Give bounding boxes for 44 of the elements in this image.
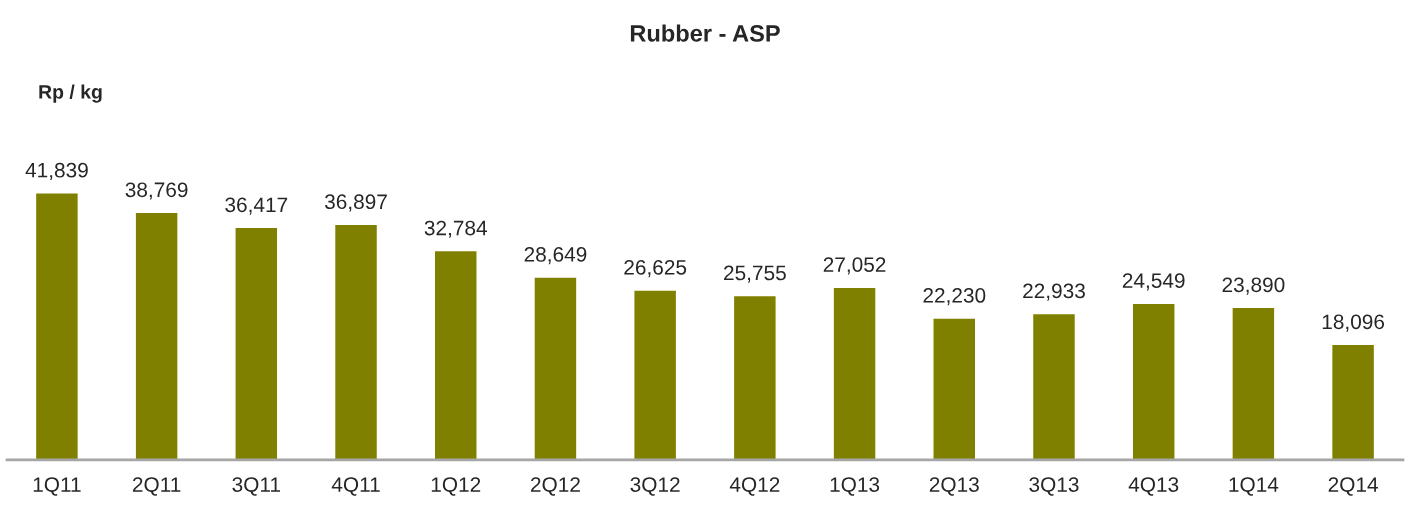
- bar: [433, 249, 478, 460]
- x-tick-label: 4Q13: [1128, 477, 1179, 496]
- x-tick-label: 1Q13: [830, 477, 880, 496]
- data-label: 22,933: [1023, 283, 1085, 301]
- chart-title: Rubber - ASP: [630, 24, 780, 42]
- bar: [34, 192, 80, 460]
- data-label: 36,417: [225, 197, 288, 215]
- data-label: 28,649: [524, 247, 587, 265]
- x-tick-label: 4Q12: [729, 477, 780, 496]
- bar: [234, 226, 279, 460]
- data-label: 38,769: [125, 182, 188, 200]
- x-tick-label: 3Q12: [630, 477, 680, 496]
- data-label: 24,549: [1122, 273, 1185, 291]
- x-tick-label: 2Q13: [929, 477, 979, 496]
- x-tick-label: 2Q11: [132, 477, 181, 496]
- bar: [134, 211, 179, 460]
- bar: [633, 289, 678, 460]
- bar: [333, 223, 379, 460]
- x-tick-label: 1Q11: [33, 477, 81, 496]
- bar: [932, 317, 977, 460]
- x-tick-label: 1Q14: [1229, 477, 1279, 496]
- bar: [732, 294, 777, 460]
- bar: [832, 286, 877, 460]
- bar: [1231, 306, 1276, 460]
- x-tick-label: 3Q11: [232, 477, 281, 496]
- y-axis-title: Rp / kg: [39, 84, 102, 103]
- x-tick-label: 1Q12: [431, 477, 481, 496]
- data-label: 23,890: [1222, 277, 1285, 295]
- data-label: 36,897: [324, 194, 387, 212]
- x-tick-label: 4Q11: [331, 477, 380, 496]
- data-label: 27,052: [823, 257, 886, 275]
- data-label: 22,230: [923, 288, 986, 306]
- bar: [1031, 312, 1077, 460]
- bar: [533, 276, 578, 460]
- data-label: 32,784: [424, 220, 487, 238]
- data-label: 41,839: [25, 162, 88, 181]
- x-tick-label: 2Q12: [531, 477, 580, 496]
- x-tick-label: 2Q14: [1328, 477, 1378, 496]
- x-tick-label: 3Q13: [1029, 477, 1079, 496]
- data-label: 26,625: [624, 259, 687, 278]
- data-label: 25,755: [724, 265, 786, 283]
- data-label: 18,096: [1322, 314, 1385, 332]
- bar: [1131, 302, 1176, 460]
- bar: [1330, 343, 1376, 460]
